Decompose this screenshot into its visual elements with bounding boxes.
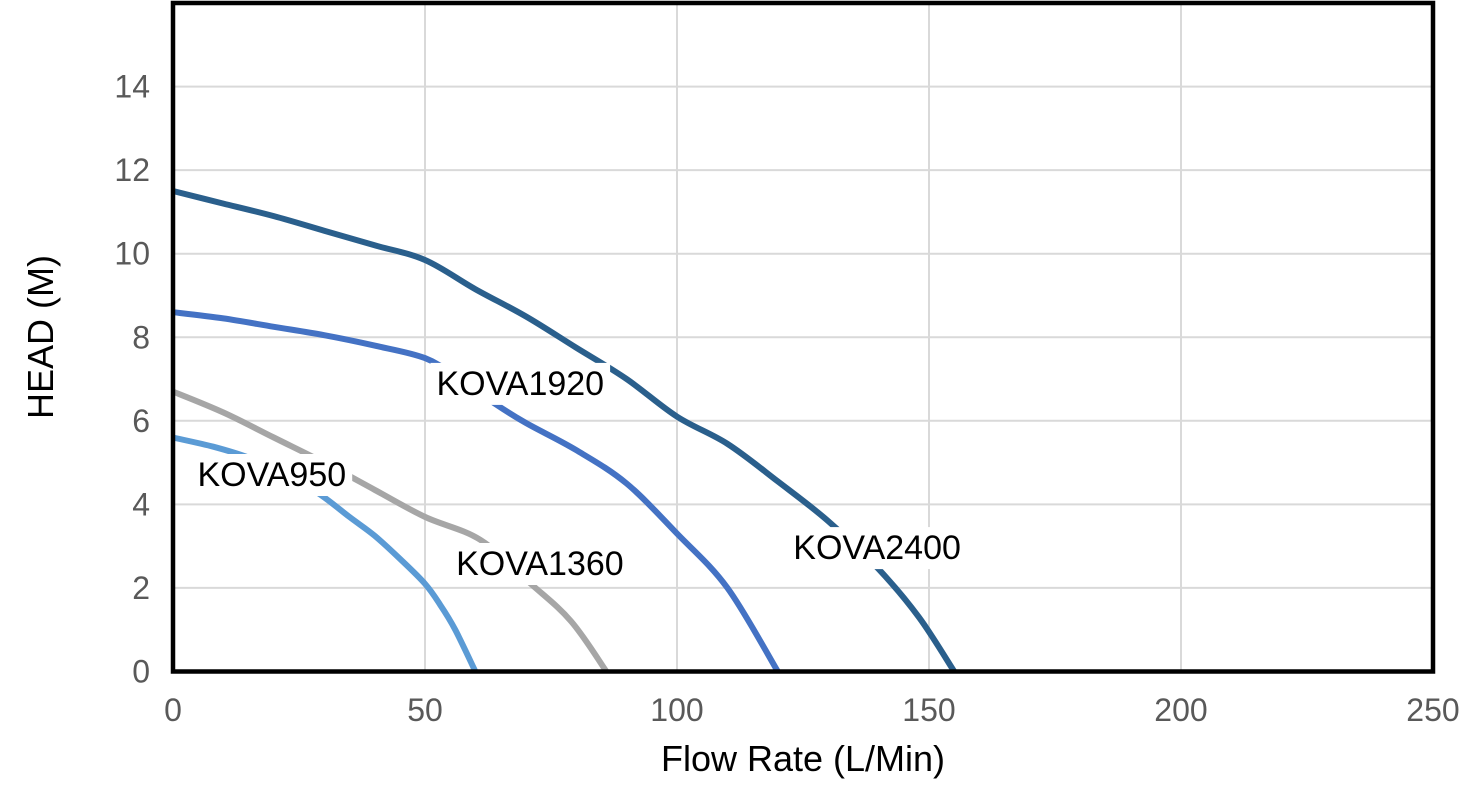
y-tick-label: 6 [132, 403, 150, 439]
series-label-kova950: KOVA950 [197, 456, 346, 494]
x-tick-label: 200 [1154, 692, 1207, 728]
x-tick-label: 100 [650, 692, 703, 728]
x-tick-label: 150 [902, 692, 955, 728]
y-tick-label: 8 [132, 319, 150, 355]
x-tick-label: 50 [407, 692, 443, 728]
gridlines [173, 3, 1433, 672]
y-tick-label: 12 [114, 152, 150, 188]
axis-tick-labels: 0 50 100 150 200 250 0 2 4 6 8 10 12 14 [114, 69, 1459, 728]
series-label-kova1360: KOVA1360 [456, 545, 624, 583]
series-label-kova2400: KOVA2400 [793, 529, 961, 567]
series-label-kova1920: KOVA1920 [437, 365, 605, 403]
series-label-group: KOVA1920 [430, 362, 611, 405]
series-label-group: KOVA950 [191, 454, 353, 496]
series-label-background [450, 543, 630, 585]
plot-border [170, 0, 1436, 674]
y-tick-label: 4 [132, 486, 150, 522]
series-label-group: KOVA2400 [787, 527, 967, 570]
y-tick-label: 0 [132, 654, 150, 690]
series-label-background [191, 454, 353, 496]
curve-kova2400 [172, 188, 957, 674]
x-tick-label: 0 [164, 692, 182, 728]
y-tick-label: 10 [114, 236, 150, 272]
series-label-background [430, 362, 611, 405]
series-curves [171, 188, 957, 674]
series-label-background [787, 527, 967, 570]
series-label-group: KOVA1360 [450, 543, 630, 585]
y-tick-label: 14 [114, 69, 150, 105]
series-labels: KOVA950 KOVA1360 KOVA1920 KOVA2400 [191, 362, 967, 585]
curve-kova1360 [171, 388, 609, 674]
x-axis-title: Flow Rate (L/Min) [661, 738, 945, 779]
y-axis-title: HEAD (M) [20, 255, 61, 419]
x-tick-label: 250 [1406, 692, 1459, 728]
y-tick-label: 2 [132, 570, 150, 606]
